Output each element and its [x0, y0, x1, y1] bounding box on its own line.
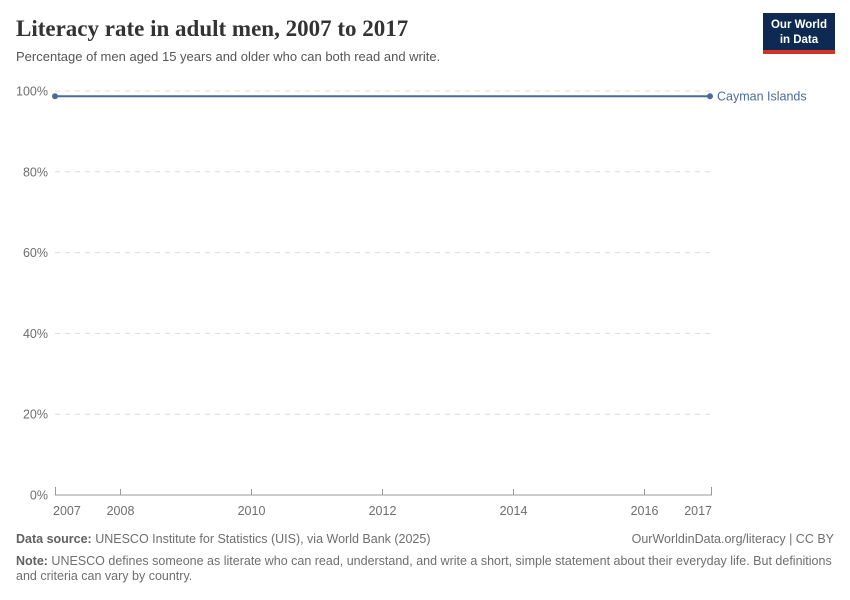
note-text: UNESCO defines someone as literate who c…	[16, 553, 832, 584]
y-tick-label-0: 0%	[30, 489, 48, 503]
y-tick-label-60: 60%	[23, 246, 48, 260]
footer: Data source: UNESCO Institute for Statis…	[16, 532, 834, 585]
y-tick-label-20: 20%	[23, 408, 48, 422]
datasource: Data source: UNESCO Institute for Statis…	[16, 532, 431, 548]
x-tick-label-2008: 2008	[107, 504, 135, 518]
footer-note: Note: UNESCO defines someone as literate…	[16, 554, 834, 585]
owid-logo-line1: Our World	[770, 19, 827, 31]
series-endpoint-dot[interactable]	[707, 93, 713, 100]
datasource-label: Data source:	[16, 532, 92, 546]
datasource-text: UNESCO Institute for Statistics (UIS), v…	[91, 532, 431, 546]
header: Literacy rate in adult men, 2007 to 2017…	[16, 16, 740, 66]
footer-row-datasource: Data source: UNESCO Institute for Statis…	[16, 532, 834, 548]
x-tick-label-2014: 2014	[500, 504, 528, 518]
series-group[interactable]	[52, 93, 713, 100]
y-tick-label-80: 80%	[23, 165, 48, 179]
page-title: Literacy rate in adult men, 2007 to 2017	[16, 16, 409, 41]
owid-logo-line2: in Data	[779, 33, 819, 46]
note-label: Note:	[16, 553, 48, 568]
x-tick-label-2007: 2007	[53, 504, 81, 518]
x-tick-label-2010: 2010	[238, 504, 266, 518]
owid-logo[interactable]: Our World in Data	[762, 13, 835, 55]
x-tick-label-2016: 2016	[631, 504, 659, 518]
y-tick-label-40: 40%	[23, 327, 48, 341]
entity-label[interactable]: Cayman Islands	[717, 89, 807, 103]
x-tick-label-2017: 2017	[684, 504, 712, 518]
x-tick-label-2012: 2012	[369, 504, 397, 518]
page-subtitle: Percentage of men aged 15 years and olde…	[16, 49, 441, 65]
y-tick-label-100: 100%	[16, 85, 48, 99]
line-chart: 100% 80% 60% 40% 20% 0% 2007 2008 2010 2…	[16, 85, 807, 519]
series-endpoint-dot[interactable]	[52, 93, 58, 100]
owid-footer-link[interactable]: OurWorldinData.org/literacy | CC BY	[631, 532, 834, 546]
